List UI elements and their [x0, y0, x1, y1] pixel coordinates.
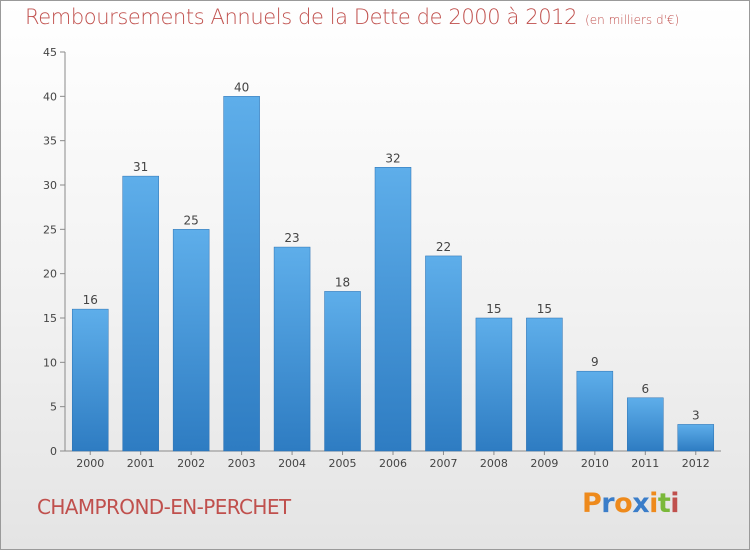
bar-2001	[122, 175, 159, 452]
y-tick-label: 30	[43, 179, 57, 192]
logo-letter: i	[670, 488, 680, 519]
y-tick-label: 0	[50, 445, 57, 458]
chart-subtitle: (en milliers d'€)	[585, 13, 680, 27]
y-tick-label: 20	[43, 268, 57, 281]
bar-2008	[475, 317, 513, 452]
logo-letter: P	[582, 488, 602, 519]
bar-value-label: 32	[385, 151, 400, 165]
bar-2006	[374, 167, 412, 452]
bar-2012	[677, 424, 715, 452]
x-tick-label: 2003	[228, 457, 256, 470]
x-tick-label: 2004	[278, 457, 306, 470]
chart-title-text: Remboursements Annuels de la Dette de 20…	[25, 5, 578, 29]
y-tick-label: 25	[43, 223, 57, 236]
bar-value-label: 23	[284, 231, 299, 245]
proxiti-logo: Proxiti	[582, 488, 680, 519]
x-tick-label: 2008	[480, 457, 508, 470]
bar-value-label: 15	[537, 302, 552, 316]
bar-value-label: 9	[591, 355, 599, 369]
town-name: CHAMPROND-EN-PERCHET	[37, 495, 291, 519]
bar-value-label: 18	[335, 275, 350, 289]
bar-value-label: 6	[641, 382, 649, 396]
chart-value-labels: 16 31 25 40 23 18 32 22 15 15 9 6 3	[83, 80, 700, 422]
bar-2011	[627, 397, 664, 452]
x-tick-label: 2005	[329, 457, 357, 470]
bar-2007	[425, 255, 462, 452]
logo-letter: r	[601, 488, 615, 519]
bar-value-label: 15	[486, 302, 501, 316]
bar-2005	[324, 291, 361, 452]
logo-letter: x	[632, 488, 650, 519]
bar-value-label: 25	[184, 213, 199, 227]
bar-2010	[576, 370, 614, 452]
bar-2003	[223, 96, 260, 452]
x-tick-label: 2007	[429, 457, 457, 470]
x-tick-label: 2000	[76, 457, 104, 470]
y-tick-label: 45	[43, 46, 57, 59]
logo-letter: t	[657, 488, 671, 519]
bar-value-label: 3	[692, 408, 700, 422]
bar-2000	[71, 308, 109, 452]
chart-title: Remboursements Annuels de la Dette de 20…	[25, 5, 679, 29]
x-tick-label: 2012	[682, 457, 710, 470]
x-tick-label: 2002	[177, 457, 205, 470]
x-tick-label: 2001	[127, 457, 155, 470]
bar-2004	[273, 246, 311, 452]
x-tick-label: 2006	[379, 457, 407, 470]
bar-value-label: 40	[234, 80, 249, 94]
y-tick-label: 15	[43, 312, 57, 325]
y-tick-label: 5	[50, 401, 57, 414]
x-tick-label: 2011	[631, 457, 659, 470]
y-tick-label: 10	[43, 356, 57, 369]
bar-value-label: 22	[436, 240, 451, 254]
chart-axes: 0 5 10 15 20 25 30 35 40 45 2000 2001 2002 2003 2004 20…	[43, 46, 721, 470]
bar-2002	[172, 229, 210, 452]
y-tick-label: 35	[43, 135, 57, 148]
bar-value-label: 31	[133, 160, 148, 174]
x-tick-label: 2010	[581, 457, 609, 470]
x-tick-label: 2009	[530, 457, 558, 470]
y-tick-label: 40	[43, 90, 57, 103]
logo-letter: o	[614, 488, 633, 519]
bar-value-label: 16	[83, 293, 98, 307]
chart-bars	[71, 96, 715, 452]
bar-2009	[526, 317, 563, 452]
logo-letter: i	[649, 488, 658, 519]
